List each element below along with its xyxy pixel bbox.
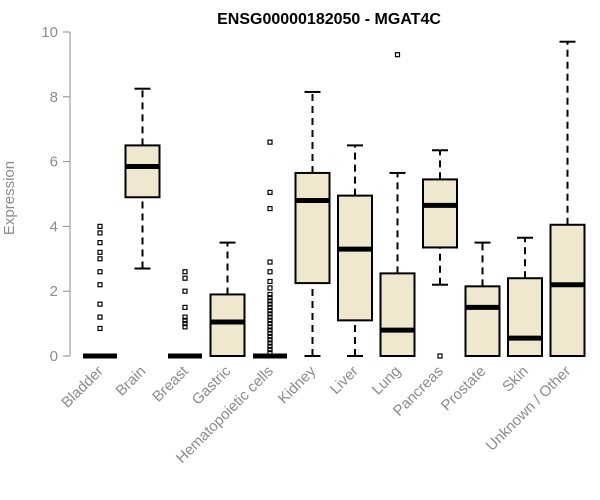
outlier-point	[267, 295, 273, 301]
box-hematopoietic-cells	[253, 139, 287, 359]
box-kidney	[294, 90, 331, 357]
outlier-point	[267, 278, 273, 285]
outlier-point	[267, 189, 273, 195]
box-breast	[168, 269, 202, 359]
iqr-box	[379, 272, 416, 358]
box-pancreas	[422, 149, 458, 359]
outlier-point	[267, 317, 273, 323]
outlier-point	[267, 350, 273, 356]
box-unknown-other	[549, 40, 586, 357]
x-tick-label: Kidney	[275, 362, 320, 407]
outlier-point	[267, 330, 273, 336]
outlier-point	[267, 337, 273, 343]
outlier-point	[267, 346, 273, 353]
box-lung	[379, 52, 416, 358]
boxes-layer	[83, 40, 586, 359]
outlier-point	[267, 269, 273, 275]
outlier-point	[267, 298, 273, 304]
iqr-box	[549, 223, 586, 357]
outlier-point	[267, 291, 273, 298]
y-tick-label: 4	[50, 218, 58, 235]
box-liver	[337, 144, 373, 357]
outlier-point	[97, 230, 103, 236]
y-tick-label: 2	[50, 283, 58, 300]
box-brain	[124, 87, 161, 270]
outlier-point	[267, 340, 273, 346]
outlier-point	[394, 52, 401, 58]
y-tick-label: 10	[41, 24, 58, 41]
y-tick-label: 6	[50, 154, 58, 171]
outlier-point	[97, 240, 103, 246]
outlier-point	[267, 308, 273, 314]
outlier-point	[97, 223, 103, 229]
iqr-box	[422, 178, 458, 249]
outlier-point	[182, 314, 188, 320]
outlier-point	[182, 321, 188, 327]
x-tick-label: Brain	[113, 363, 150, 400]
iqr-box	[337, 194, 373, 322]
outlier-point	[437, 353, 443, 359]
outlier-point	[182, 324, 188, 330]
iqr-box	[209, 293, 246, 358]
outlier-point	[182, 288, 188, 294]
outlier-point	[97, 256, 103, 262]
box-skin	[507, 236, 543, 357]
outlier-point	[182, 275, 188, 281]
outlier-point	[267, 311, 273, 317]
outlier-point	[267, 314, 273, 320]
iqr-box	[124, 144, 161, 199]
outlier-point	[182, 317, 188, 323]
outlier-point	[97, 314, 103, 320]
outlier-point	[267, 259, 273, 265]
x-tick-label: Lung	[369, 363, 405, 399]
box-gastric	[209, 241, 246, 358]
y-axis-label: Expression	[1, 161, 18, 235]
outlier-point	[267, 343, 273, 349]
outlier-point	[267, 139, 273, 145]
box-prostate	[464, 241, 501, 357]
iqr-box	[294, 171, 331, 285]
iqr-box	[507, 277, 543, 357]
y-axis: 0 2 4 6 8 10	[41, 24, 71, 365]
y-tick-label: 8	[50, 89, 58, 106]
x-tick-label: Breast	[149, 362, 192, 405]
box-bladder	[83, 223, 117, 359]
outlier-point	[267, 324, 273, 330]
outlier-point	[267, 285, 273, 291]
outlier-point	[267, 205, 273, 212]
x-tick-label: Prostate	[438, 363, 490, 415]
outlier-point	[267, 327, 273, 333]
chart-title: ENSG00000182050 - MGAT4C	[217, 11, 441, 28]
outlier-point	[267, 304, 273, 310]
outlier-point	[97, 325, 103, 332]
y-tick-label: 0	[50, 348, 58, 365]
x-tick-label: Bladder	[58, 363, 107, 412]
outlier-point	[182, 304, 188, 310]
outlier-point	[267, 321, 273, 327]
outlier-point	[97, 269, 103, 275]
x-tick-label: Skin	[499, 363, 532, 396]
outlier-point	[97, 282, 103, 288]
outlier-point	[97, 301, 103, 307]
outlier-point	[182, 269, 188, 275]
outlier-point	[267, 301, 273, 307]
x-tick-label: Liver	[327, 363, 362, 398]
outlier-point	[267, 333, 273, 340]
outlier-point	[97, 249, 103, 255]
iqr-box	[464, 285, 501, 357]
